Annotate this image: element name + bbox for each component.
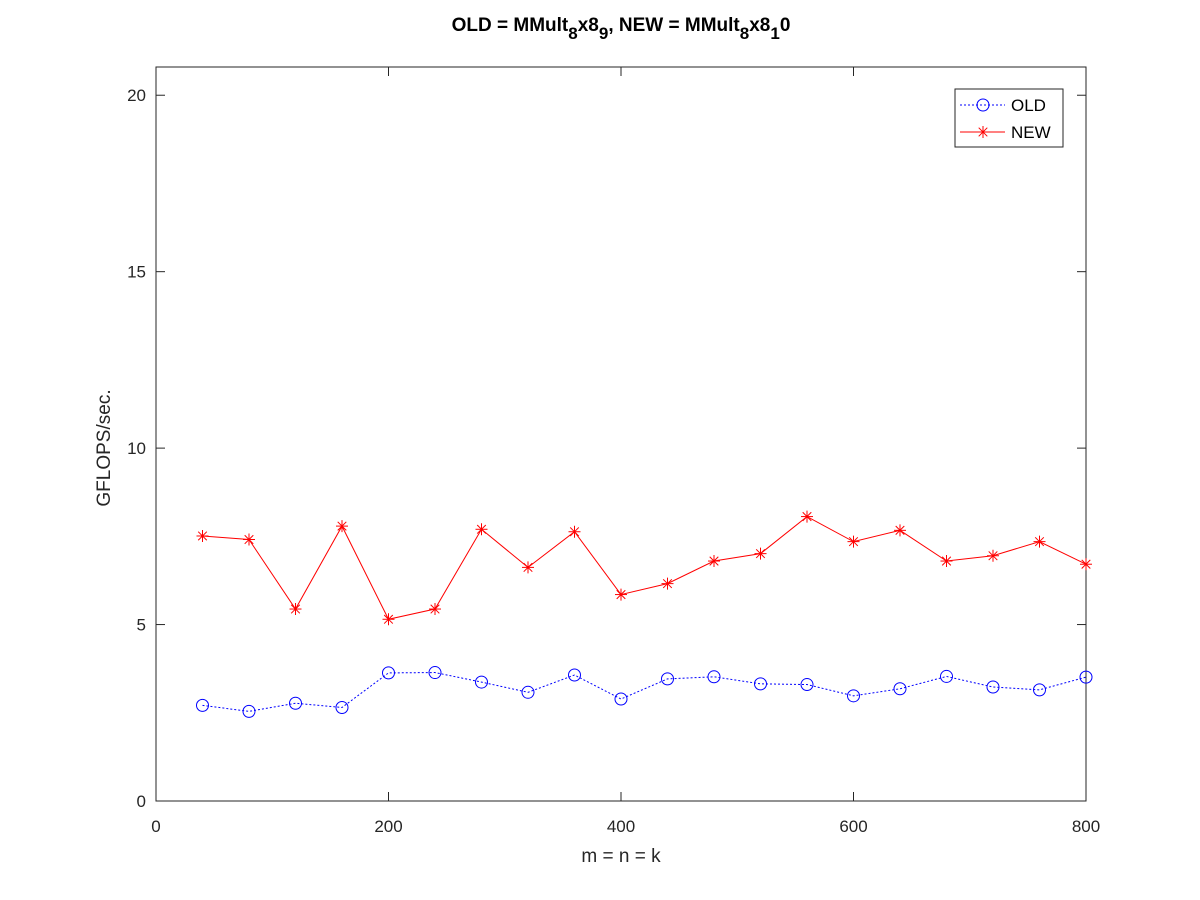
title-part-8: 0 (780, 15, 791, 36)
data-point (847, 535, 860, 548)
x-tick-label: 800 (1072, 817, 1100, 836)
title-part-0: OLD = MMult (452, 15, 569, 36)
data-point (568, 525, 581, 538)
data-point (382, 666, 395, 680)
legend-label: OLD (1011, 96, 1046, 115)
data-point (521, 685, 535, 699)
data-point (475, 523, 488, 536)
plot-frame (155, 66, 1087, 802)
data-point (707, 670, 721, 684)
data-point (800, 678, 814, 692)
data-point (336, 520, 348, 533)
legend-marker (977, 126, 989, 138)
data-point (1079, 670, 1093, 684)
title-part-6: x8 (749, 15, 770, 36)
title-part-4: , NEW = MMult (608, 15, 740, 36)
x-tick-label: 0 (151, 817, 160, 836)
data-point (614, 692, 628, 706)
y-tick-label: 10 (127, 439, 146, 458)
data-point (801, 510, 813, 523)
data-point (568, 668, 581, 682)
title-part-3: 9 (599, 24, 608, 43)
legend-item-old: OLD (960, 96, 1046, 115)
series-layer (196, 510, 1093, 718)
data-point (1033, 683, 1046, 697)
data-point (893, 682, 907, 696)
x-tick-label: 200 (374, 817, 402, 836)
legend-box (954, 88, 1064, 148)
data-point (754, 677, 767, 691)
data-point (847, 689, 860, 703)
data-point (986, 680, 1000, 694)
data-point (428, 666, 442, 680)
y-tick-label: 15 (127, 263, 146, 282)
data-point (196, 698, 209, 712)
data-point (1033, 535, 1046, 548)
data-point (661, 672, 674, 686)
data-point (522, 561, 534, 574)
data-point (429, 603, 441, 616)
series-new (196, 510, 1092, 626)
data-point (289, 696, 302, 710)
data-point (987, 549, 999, 562)
plot-border (155, 66, 1087, 802)
y-axis-label: GFLOPS/sec. (94, 389, 115, 506)
title-part-1: 8 (568, 24, 577, 43)
series-old (196, 666, 1093, 718)
title-part-5: 8 (740, 24, 749, 43)
data-point (661, 577, 674, 590)
axis-ticks: 0 200 400 600 800 0 5 10 15 20 (127, 67, 1100, 836)
data-point (615, 588, 627, 601)
data-point (289, 603, 302, 616)
data-point (335, 700, 349, 714)
y-tick-label: 0 (137, 792, 146, 811)
y-tick-label: 5 (137, 616, 146, 635)
title-part-7: 1 (770, 24, 779, 43)
x-tick-label: 400 (607, 817, 635, 836)
y-tick-label: 20 (127, 86, 146, 105)
data-point (243, 533, 255, 546)
data-point (1080, 558, 1092, 571)
data-point (894, 524, 906, 537)
data-point (475, 675, 488, 689)
chart-title: OLD = MMult8x89, NEW = MMult8x810 (452, 15, 791, 43)
data-point (940, 669, 953, 683)
x-tick-label: 600 (839, 817, 867, 836)
data-point (754, 547, 767, 560)
legend-item-new: NEW (960, 123, 1051, 142)
series-line-old (202, 672, 1087, 712)
legend: OLD NEW (954, 88, 1064, 148)
data-point (940, 555, 953, 568)
data-point (196, 529, 209, 542)
x-axis-label: m = n = k (581, 846, 661, 867)
data-point (708, 555, 720, 568)
series-line-new (202, 515, 1087, 620)
data-point (242, 704, 256, 718)
legend-marker (976, 98, 990, 112)
data-point (382, 613, 395, 626)
legend-label: NEW (1011, 123, 1051, 142)
title-part-2: x8 (578, 15, 599, 36)
